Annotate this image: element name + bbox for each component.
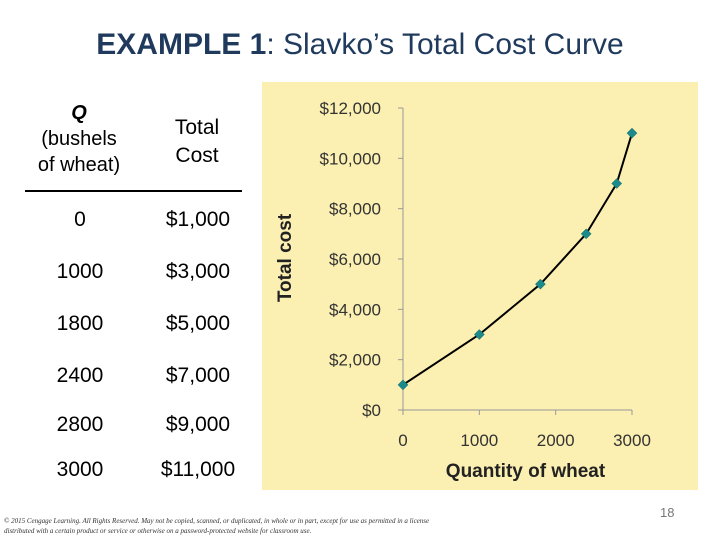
y-tick-label: $6,000 bbox=[329, 250, 381, 269]
cell-quantity: 1800 bbox=[56, 312, 104, 335]
table-header: Q (bushels of wheat) Total Cost bbox=[20, 100, 250, 190]
cell-cost: $3,000 bbox=[165, 260, 231, 283]
chart-background bbox=[262, 82, 698, 490]
page-number: 18 bbox=[660, 505, 675, 520]
table-row: 3000 $11,000 bbox=[20, 450, 260, 490]
cell-quantity: 1000 bbox=[56, 260, 104, 283]
table-row: 2800 $9,000 bbox=[20, 405, 260, 445]
cell-quantity: 0 bbox=[74, 208, 86, 231]
x-tick-label: 1000 bbox=[460, 431, 498, 450]
y-tick-label: $8,000 bbox=[329, 200, 381, 219]
total-cost-line bbox=[402, 132, 633, 386]
y-axis-title: Total cost bbox=[275, 213, 296, 302]
y-tick-label: $2,000 bbox=[329, 351, 381, 370]
table-row: 0 $1,000 bbox=[20, 200, 260, 240]
cell-cost: $9,000 bbox=[165, 413, 231, 436]
copyright-footer: © 2015 Cengage Learning. All Rights Rese… bbox=[4, 517, 430, 535]
header-total-cost: Total Cost bbox=[158, 114, 236, 170]
title-example-label: EXAMPLE 1 bbox=[96, 28, 267, 61]
title-text: : Slavko’s Total Cost Curve bbox=[266, 28, 624, 61]
cell-quantity: 3000 bbox=[56, 458, 104, 481]
data-point-marker bbox=[580, 228, 592, 240]
x-axis-title: Quantity of wheat bbox=[446, 461, 606, 482]
x-tick-label: 2000 bbox=[537, 431, 575, 450]
cell-cost: $1,000 bbox=[165, 208, 231, 231]
slide-title: EXAMPLE 1: Slavko’s Total Cost Curve bbox=[0, 28, 720, 62]
header-q-unit-1: (bushels bbox=[41, 128, 117, 150]
table-header-rule bbox=[25, 190, 242, 192]
y-tick-label: $10,000 bbox=[320, 149, 381, 168]
y-tick-label: $0 bbox=[362, 401, 381, 420]
header-q-symbol: Q bbox=[71, 102, 87, 124]
y-tick-label: $4,000 bbox=[329, 300, 381, 319]
header-cost-line-1: Total bbox=[174, 116, 220, 139]
header-cost-line-2: Cost bbox=[175, 144, 219, 167]
cell-cost: $11,000 bbox=[160, 458, 236, 481]
cell-quantity: 2800 bbox=[56, 413, 104, 436]
cell-cost: $5,000 bbox=[165, 312, 231, 335]
cell-quantity: 2400 bbox=[56, 364, 104, 387]
header-quantity: Q (bushels of wheat) bbox=[20, 100, 138, 178]
header-q-unit-2: of wheat) bbox=[37, 154, 121, 176]
table-row: 1800 $5,000 bbox=[20, 304, 260, 344]
x-tick-label: 3000 bbox=[613, 431, 651, 450]
data-point-marker bbox=[535, 278, 546, 290]
y-tick-label: $12,000 bbox=[320, 99, 381, 118]
cell-cost: $7,000 bbox=[165, 364, 231, 387]
x-tick-label: 0 bbox=[398, 431, 407, 450]
data-point-marker bbox=[611, 178, 623, 189]
data-point-marker bbox=[397, 379, 409, 391]
table-row: 1000 $3,000 bbox=[20, 252, 260, 292]
data-point-marker bbox=[626, 127, 638, 139]
data-point-marker bbox=[473, 329, 485, 340]
table-row: 2400 $7,000 bbox=[20, 356, 260, 396]
